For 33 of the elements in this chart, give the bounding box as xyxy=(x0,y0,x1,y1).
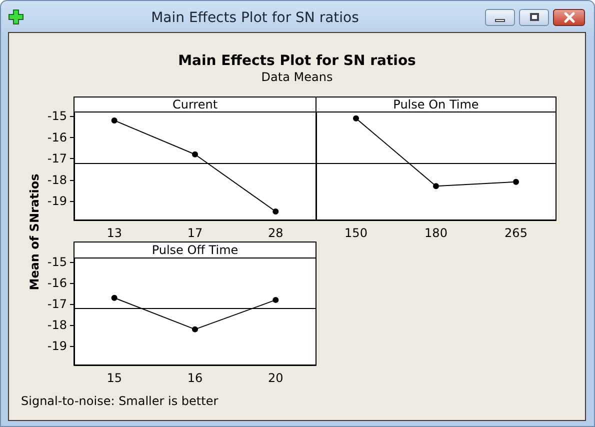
text: Signal-to-noise: Smaller is better xyxy=(21,393,218,409)
x-tick-label: 28 xyxy=(268,226,284,240)
chart-title: Current xyxy=(172,98,218,112)
y-tick-label: -15 xyxy=(47,109,67,124)
x-tick-label: 17 xyxy=(187,226,203,240)
y-tick-label: -16 xyxy=(47,276,67,290)
y-tick-label: -19 xyxy=(47,194,67,208)
x-tick-label: 150 xyxy=(344,226,368,240)
point xyxy=(272,296,279,303)
chart-title: Pulse Off Time xyxy=(152,243,238,257)
text: Mean of SNratios xyxy=(28,174,42,290)
point xyxy=(111,294,118,301)
x-tick-label: 16 xyxy=(187,371,203,385)
y-tick-label: -19 xyxy=(47,339,67,354)
x-tick-label: 13 xyxy=(106,226,122,240)
text: Main Effects Plot for SN ratios xyxy=(177,52,417,70)
chart-title: Main Effects Plot for SN ratios xyxy=(151,10,359,26)
y-tick-label: -18 xyxy=(47,172,67,187)
y-tick-label: -15 xyxy=(47,255,67,270)
x-tick-label: 180 xyxy=(424,226,448,240)
y-tick-label: -17 xyxy=(47,152,67,166)
x-tick-label: 20 xyxy=(268,371,284,385)
text: Data Means xyxy=(260,70,334,85)
point xyxy=(192,326,198,332)
y-tick-label: -18 xyxy=(47,318,67,332)
x-tick-label: 265 xyxy=(504,226,528,240)
y-tick-label: -17 xyxy=(47,297,67,312)
point xyxy=(111,117,118,124)
x-tick-label: 15 xyxy=(106,371,122,385)
point xyxy=(192,151,198,158)
y-tick-label: -16 xyxy=(47,130,67,144)
point xyxy=(272,208,279,215)
chart-title: Pulse On Time xyxy=(393,98,479,112)
